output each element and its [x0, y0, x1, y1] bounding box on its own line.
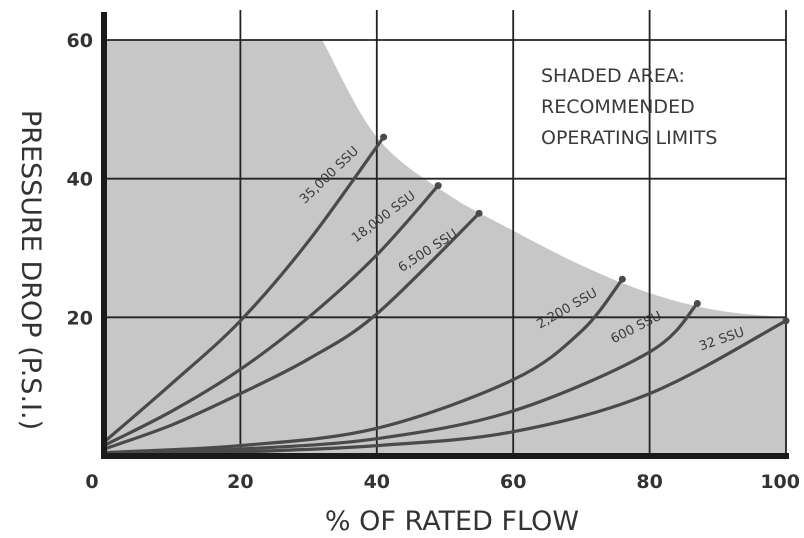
curve-end-point: [380, 133, 388, 141]
x-tick-label: 60: [500, 471, 526, 493]
curve-line: [102, 319, 788, 457]
x-tick-label: 40: [364, 471, 390, 493]
curve-line: [102, 211, 481, 451]
x-tick-label: 20: [227, 471, 253, 493]
x-tick-label: 0: [85, 471, 98, 493]
x-axis-title: % OF RATED FLOW: [325, 506, 579, 537]
y-axis-title: PRESSURE DROP (P.S.I.): [15, 110, 46, 430]
curve-end-point: [782, 317, 790, 325]
curve-end-point: [434, 182, 442, 190]
text-layer: 0 20 40 60 80 100 20 40 60 % OF RATED FLOW PRESSUR…: [15, 30, 800, 537]
y-tick-label: 20: [67, 307, 93, 329]
curve-end-point: [618, 275, 626, 283]
curve-layer: [102, 133, 790, 457]
x-tick-label: 80: [636, 471, 662, 493]
y-tick-label: 60: [67, 30, 93, 52]
curve-line: [102, 184, 440, 448]
curve-line: [102, 277, 624, 455]
y-tick-label: 40: [67, 169, 93, 191]
curve-line: [102, 135, 386, 444]
curve-end-point: [693, 299, 701, 307]
curve-end-point: [475, 209, 483, 217]
shaded-area-note-line: OPERATING LIMITS: [541, 127, 717, 149]
grid-layer: [104, 10, 787, 456]
x-tick-label: 100: [760, 471, 800, 493]
shaded-area-note-line: SHADED AREA:: [541, 65, 685, 87]
axis-layer: [101, 12, 789, 459]
shaded-area-note-line: RECOMMENDED: [541, 96, 695, 118]
curve-line: [102, 301, 699, 456]
